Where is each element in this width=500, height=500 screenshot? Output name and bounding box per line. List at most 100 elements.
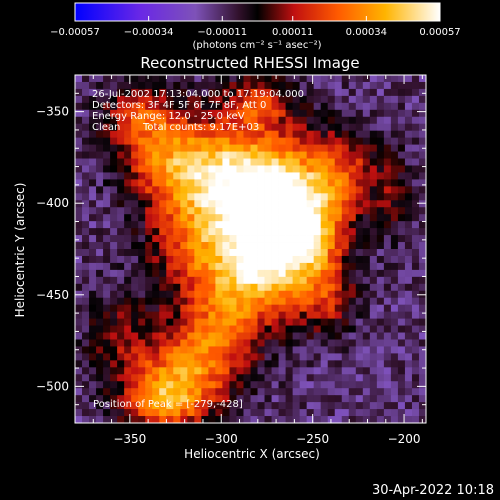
- heatmap-cell: [376, 102, 385, 111]
- heatmap-cell: [208, 193, 216, 201]
- heatmap-cell: [222, 123, 230, 132]
- heatmap-cell: [131, 402, 139, 410]
- heatmap-cell: [404, 144, 413, 152]
- heatmap-cell: [271, 151, 279, 159]
- heatmap-cell: [201, 214, 209, 222]
- heatmap-cell: [152, 416, 160, 424]
- heatmap-cell: [376, 144, 385, 152]
- heatmap-cell: [250, 221, 258, 229]
- heatmap-cell: [173, 416, 181, 424]
- heatmap-cell: [110, 283, 118, 292]
- heatmap-cell: [124, 249, 132, 257]
- heatmap-cell: [159, 214, 167, 222]
- heatmap-cell: [404, 158, 413, 166]
- heatmap-cell: [348, 193, 357, 201]
- heatmap-cell: [334, 402, 343, 410]
- heatmap-cell: [355, 339, 364, 347]
- heatmap-cell: [257, 304, 265, 313]
- heatmap-cell: [229, 75, 237, 83]
- heatmap-cell: [299, 311, 308, 319]
- heatmap-cell: [243, 242, 251, 250]
- heatmap-cell: [215, 81, 223, 90]
- heatmap-cell: [201, 123, 209, 132]
- heatmap-cell: [201, 144, 209, 152]
- heatmap-cell: [327, 388, 336, 396]
- heatmap-cell: [194, 395, 202, 403]
- heatmap-cell: [306, 95, 315, 104]
- heatmap-cell: [124, 179, 132, 187]
- heatmap-cell: [250, 381, 258, 389]
- heatmap-cell: [341, 290, 350, 299]
- heatmap-cell: [208, 381, 216, 389]
- heatmap-cell: [215, 102, 223, 111]
- heatmap-cell: [341, 255, 350, 264]
- heatmap-cell: [236, 304, 244, 313]
- heatmap-cell: [369, 130, 378, 139]
- heatmap-cell: [96, 186, 104, 194]
- heatmap-cell: [292, 88, 301, 97]
- heatmap-cell: [103, 165, 111, 173]
- heatmap-cell: [418, 151, 427, 159]
- heatmap-cell: [390, 374, 399, 382]
- heatmap-cell: [229, 304, 237, 313]
- heatmap-cell: [341, 95, 350, 104]
- heatmap-cell: [159, 88, 167, 97]
- heatmap-cell: [355, 388, 364, 396]
- heatmap-cell: [383, 325, 392, 333]
- heatmap-cell: [180, 249, 188, 257]
- heatmap-cell: [194, 95, 202, 104]
- heatmap-cell: [173, 276, 181, 285]
- heatmap-cell: [271, 81, 279, 90]
- heatmap-cell: [187, 144, 195, 152]
- heatmap-cell: [362, 297, 371, 306]
- heatmap-cell: [376, 165, 385, 173]
- heatmap-cell: [187, 311, 195, 319]
- heatmap-cell: [138, 179, 146, 187]
- heatmap-cell: [194, 172, 202, 180]
- heatmap-cell: [348, 339, 357, 347]
- heatmap-cell: [201, 200, 209, 208]
- heatmap-cell: [201, 353, 209, 361]
- heatmap-cell: [299, 228, 308, 236]
- heatmap-cell: [89, 81, 97, 90]
- heatmap-cell: [173, 311, 181, 319]
- heatmap-cell: [173, 172, 181, 180]
- heatmap-cell: [131, 193, 139, 201]
- heatmap-cell: [187, 242, 195, 250]
- heatmap-cell: [250, 109, 258, 118]
- heatmap-cell: [173, 221, 181, 229]
- heatmap-cell: [152, 395, 160, 403]
- heatmap-cell: [271, 200, 279, 208]
- heatmap-cell: [264, 283, 272, 292]
- heatmap-cell: [306, 318, 315, 326]
- heatmap-cell: [404, 75, 413, 83]
- heatmap-cell: [159, 123, 167, 132]
- heatmap-cell: [96, 360, 104, 368]
- heatmap-cell: [159, 165, 167, 173]
- heatmap-cell: [250, 318, 258, 326]
- heatmap-cell: [89, 374, 97, 382]
- heatmap-cell: [292, 109, 301, 118]
- heatmap-cell: [348, 402, 357, 410]
- heatmap-cell: [89, 235, 97, 243]
- heatmap-cell: [271, 388, 279, 396]
- heatmap-cell: [201, 325, 209, 333]
- heatmap-cell: [264, 325, 272, 333]
- heatmap-cell: [117, 144, 125, 152]
- heatmap-cell: [124, 381, 132, 389]
- heatmap-cell: [411, 186, 420, 194]
- heatmap-cell: [236, 228, 244, 236]
- heatmap-cell: [229, 221, 237, 229]
- heatmap-cell: [215, 75, 223, 83]
- heatmap-cell: [201, 242, 209, 250]
- heatmap-cell: [418, 325, 427, 333]
- heatmap-cell: [187, 416, 195, 424]
- heatmap-cell: [229, 151, 237, 159]
- heatmap-cell: [222, 207, 230, 215]
- heatmap-cell: [369, 144, 378, 152]
- heatmap-cell: [299, 165, 308, 173]
- heatmap-cell: [313, 165, 322, 173]
- heatmap-cell: [110, 221, 118, 229]
- heatmap-cell: [117, 165, 125, 173]
- heatmap-cell: [418, 353, 427, 361]
